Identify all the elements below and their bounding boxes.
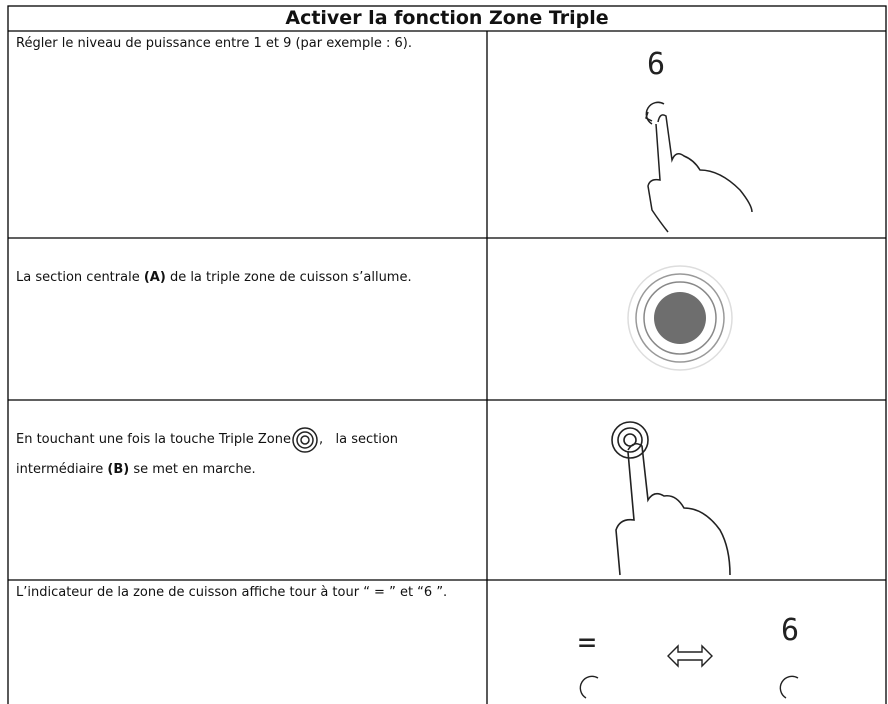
display-digit: 6 (647, 47, 665, 82)
text: se met en marche. (133, 462, 256, 477)
emphasis: (B) (107, 462, 130, 477)
display-right: 6 (781, 613, 799, 648)
alternate-icons (579, 644, 799, 699)
triple-zone-icon (292, 426, 318, 453)
display-left: = (578, 625, 596, 660)
triple-hand (611, 421, 731, 576)
text: de la triple zone de cuisson s’allume. (169, 270, 412, 285)
knob-hand (645, 101, 753, 233)
row-text: L’indicateur de la zone de cuisson affic… (16, 585, 448, 600)
row-text: En touchant une fois la touche Triple Zo… (16, 425, 476, 485)
zone-rings (627, 265, 733, 371)
text: , la section intermédiaire (16, 432, 403, 477)
text: La section centrale (16, 270, 140, 285)
emphasis: (A) (143, 270, 166, 285)
row-text: Régler le niveau de puissance entre 1 et… (16, 36, 412, 51)
row-text: La section centrale (A) de la triple zon… (16, 268, 476, 288)
text: En touchant une fois la touche Triple Zo… (16, 432, 291, 447)
table-title: Activer la fonction Zone Triple (285, 7, 609, 29)
